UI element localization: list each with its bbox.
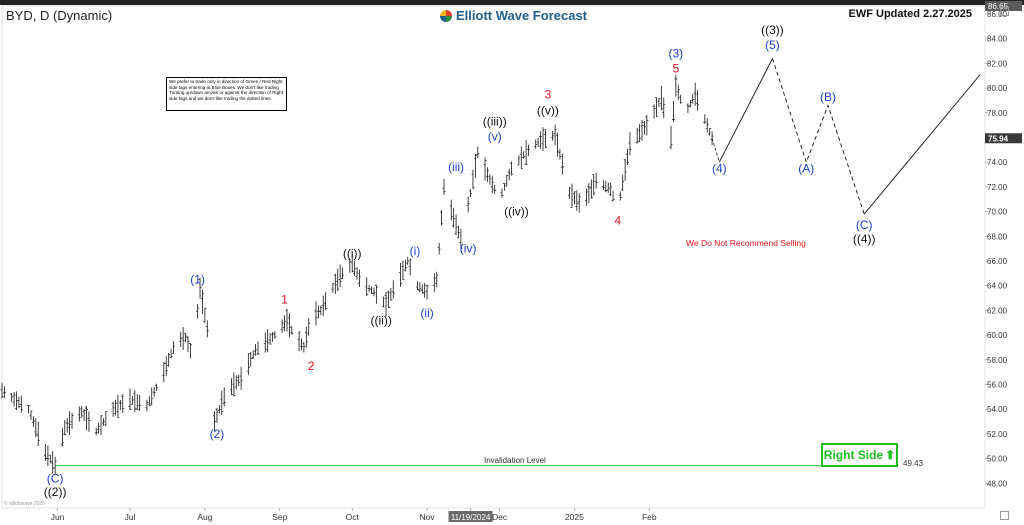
x-tick-label: Dec bbox=[492, 512, 508, 522]
wave-label: 2 bbox=[308, 359, 315, 373]
update-date: EWF Updated 2.27.2025 bbox=[848, 8, 973, 20]
y-tick-label: 56.00 bbox=[987, 381, 1008, 390]
wave-label: 1 bbox=[281, 292, 288, 306]
wave-label: ((ii)) bbox=[371, 313, 392, 327]
right-side-label: Right Side bbox=[823, 448, 884, 462]
wave-label: (A) bbox=[798, 161, 814, 175]
projection-wave-5-rally bbox=[863, 74, 981, 215]
wave-label: (1) bbox=[190, 273, 205, 287]
top-price-tag-label: 86.65 bbox=[988, 2, 1009, 11]
settings-icon[interactable]: ≡ bbox=[1000, 7, 1009, 16]
y-tick-label: 52.00 bbox=[987, 430, 1008, 439]
projection-wave-5 bbox=[718, 58, 773, 163]
top-price-tag bbox=[985, 1, 1022, 11]
wave-label: ((i)) bbox=[343, 247, 362, 261]
wave-label: ((v)) bbox=[537, 103, 559, 117]
y-tick-label: 82.00 bbox=[987, 59, 1008, 68]
y-tick-label: 72.00 bbox=[987, 183, 1008, 192]
symbol-title: BYD, D (Dynamic) bbox=[6, 8, 113, 23]
wave-label: (2) bbox=[210, 427, 225, 441]
wave-label: ((4)) bbox=[853, 232, 876, 246]
y-tick-label: 50.00 bbox=[987, 455, 1008, 464]
crosshair-date-label: 11/19/2024 bbox=[451, 513, 491, 522]
wave-label: (v) bbox=[488, 129, 502, 143]
x-tick-label: Feb bbox=[642, 512, 657, 522]
y-tick-label: 80.00 bbox=[987, 84, 1008, 93]
y-tick-label: 78.00 bbox=[987, 109, 1008, 118]
brand-logo: Elliott Wave Forecast bbox=[440, 8, 587, 23]
y-tick-label: 86.00 bbox=[987, 10, 1008, 19]
wave-label: (iv) bbox=[460, 242, 477, 256]
wave-label: ((iv)) bbox=[504, 205, 529, 219]
last-price-tag-label: 75.94 bbox=[988, 134, 1009, 143]
y-tick-label: 74.00 bbox=[987, 158, 1008, 167]
last-price-tag bbox=[985, 133, 1022, 144]
wave-label: (4) bbox=[712, 161, 727, 175]
brand-name: Elliott Wave Forecast bbox=[456, 8, 587, 23]
wave-label: (5) bbox=[765, 38, 780, 52]
wave-label: (B) bbox=[820, 90, 836, 104]
x-tick-label: Jul bbox=[125, 512, 136, 522]
x-tick-label: Nov bbox=[420, 512, 436, 522]
right-side-badge: Right Side ⬆ bbox=[821, 443, 898, 467]
projection-correction-abc bbox=[772, 58, 865, 215]
trading-note-box: We prefer to trade only in direction of … bbox=[166, 77, 287, 111]
wave-label: ((iii)) bbox=[483, 114, 507, 128]
x-tick-label: Sep bbox=[272, 512, 287, 522]
y-tick-label: 66.00 bbox=[987, 257, 1008, 266]
wave-label: 5 bbox=[673, 61, 680, 75]
globe-icon bbox=[440, 9, 452, 22]
y-tick-label: 60.00 bbox=[987, 331, 1008, 340]
wave-label: ((3)) bbox=[761, 23, 784, 37]
x-tick-label: Aug bbox=[197, 512, 212, 522]
y-tick-label: 48.00 bbox=[987, 479, 1008, 488]
wave-label: (ii) bbox=[420, 306, 433, 320]
scale-toggle-icon[interactable] bbox=[1000, 511, 1009, 520]
up-arrow-icon: ⬆ bbox=[885, 448, 896, 462]
wave-label: ((2)) bbox=[44, 485, 67, 499]
x-tick-label: Oct bbox=[346, 512, 360, 522]
invalidation-value: 49.43 bbox=[903, 459, 924, 468]
wave-label: (C) bbox=[47, 471, 64, 485]
wave-label: (C) bbox=[856, 218, 873, 232]
y-tick-label: 68.00 bbox=[987, 232, 1008, 241]
y-tick-label: 58.00 bbox=[987, 356, 1008, 365]
y-tick-label: 70.00 bbox=[987, 208, 1008, 217]
crosshair-date-tag bbox=[448, 511, 493, 522]
wave-label: 4 bbox=[615, 213, 622, 227]
projection-lead-in bbox=[711, 138, 720, 163]
y-tick-label: 62.00 bbox=[987, 306, 1008, 315]
wave-label: (i) bbox=[410, 244, 421, 258]
source-note: © elliottwave 2025 bbox=[4, 501, 45, 507]
wave-label: (iii) bbox=[448, 160, 464, 174]
wave-label: (3) bbox=[669, 47, 684, 61]
y-tick-label: 54.00 bbox=[987, 405, 1008, 414]
y-tick-label: 84.00 bbox=[987, 35, 1008, 44]
warning-text: We Do Not Recommend Selling bbox=[686, 238, 806, 248]
invalidation-label: Invalidation Level bbox=[484, 456, 546, 465]
wave-label: 3 bbox=[544, 87, 551, 101]
x-tick-label: 2025 bbox=[565, 512, 584, 522]
y-tick-label: 64.00 bbox=[987, 282, 1008, 291]
x-tick-label: Jun bbox=[51, 512, 65, 522]
